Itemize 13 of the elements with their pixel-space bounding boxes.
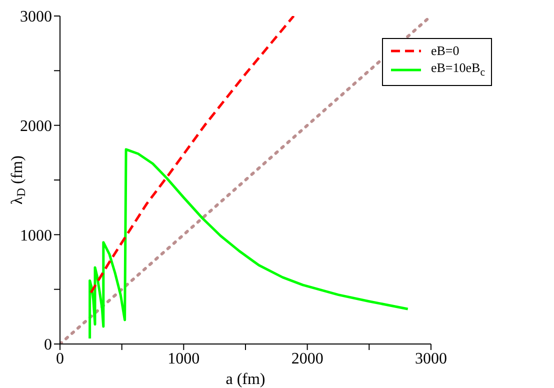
x-tick-label: 2000 [291, 350, 324, 368]
x-tick-label: 3000 [414, 350, 447, 368]
y-tick-label: 1000 [20, 227, 52, 244]
x-tick-label: 0 [56, 350, 64, 368]
y-tick-label: 0 [44, 336, 52, 354]
legend-label: eB=10eB$_{c}$ [430, 59, 485, 81]
y-tick-label: 2000 [20, 118, 52, 136]
legend-label: eB=0 [430, 42, 460, 59]
x-axis-title: a (fm) [226, 371, 266, 388]
line-series [90, 16, 295, 294]
x-tick-label: 1000 [168, 350, 200, 368]
line-series [88, 148, 410, 340]
y-tick-label: 3000 [20, 8, 52, 26]
